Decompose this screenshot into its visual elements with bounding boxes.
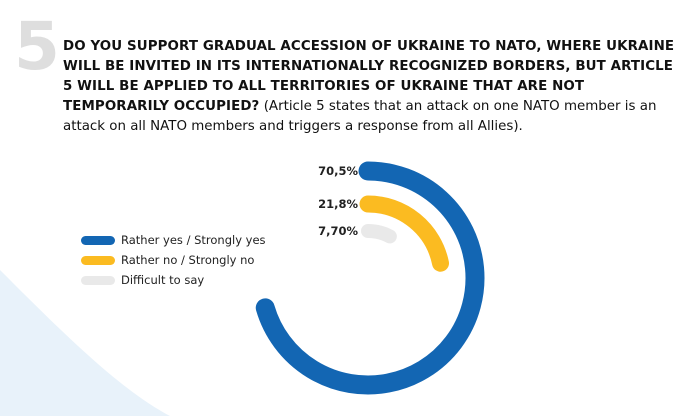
value-label-difficult: 7,70% bbox=[318, 224, 358, 238]
legend-item-difficult: Difficult to say bbox=[81, 270, 266, 290]
arc-no bbox=[359, 195, 450, 272]
legend-label-difficult: Difficult to say bbox=[121, 273, 205, 287]
legend-swatch-difficult bbox=[81, 275, 115, 285]
question-title: DO YOU SUPPORT GRADUAL ACCESSION OF UKRA… bbox=[63, 39, 675, 114]
arc-yes bbox=[255, 161, 485, 395]
question-number: 5 bbox=[14, 8, 60, 85]
arc-difficult bbox=[361, 224, 397, 244]
legend-label-yes: Rather yes / Strongly yes bbox=[121, 233, 266, 247]
value-label-yes: 70,5% bbox=[318, 164, 358, 178]
legend-swatch-yes bbox=[81, 235, 115, 245]
question-note: (Article 5 states that an attack on one … bbox=[63, 99, 657, 134]
legend-label-no: Rather no / Strongly no bbox=[121, 253, 255, 267]
legend-item-yes: Rather yes / Strongly yes bbox=[81, 230, 266, 250]
legend-swatch-no bbox=[81, 255, 115, 265]
value-label-no: 21,8% bbox=[318, 197, 358, 211]
chart-legend: Rather yes / Strongly yes Rather no / St… bbox=[81, 230, 266, 290]
question-text: DO YOU SUPPORT GRADUAL ACCESSION OF UKRA… bbox=[63, 37, 683, 137]
legend-item-no: Rather no / Strongly no bbox=[81, 250, 266, 270]
